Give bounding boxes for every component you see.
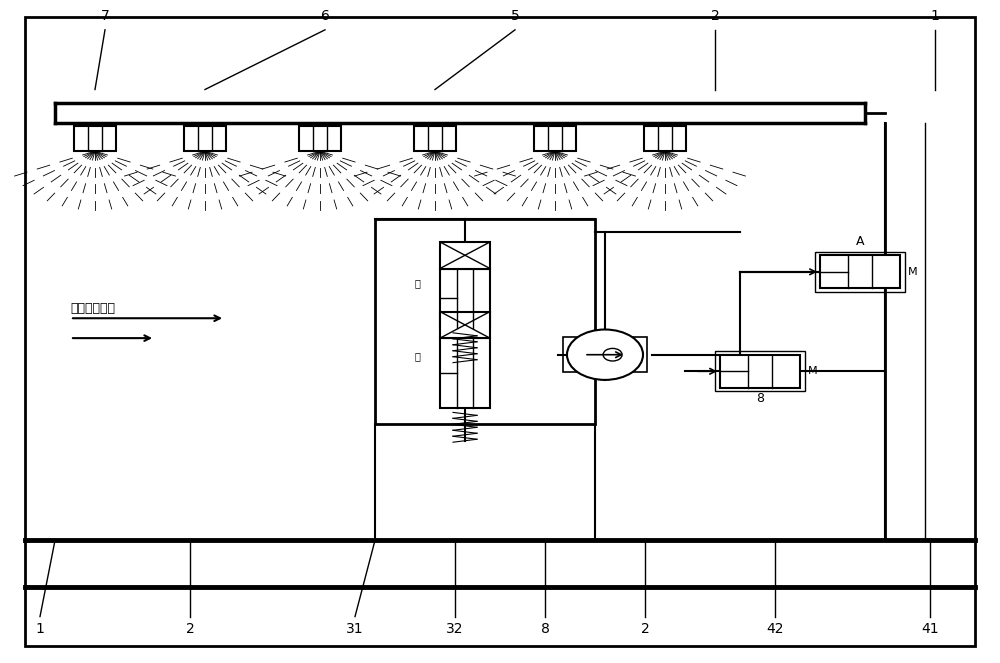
- Bar: [440, 242, 490, 269]
- Bar: [74, 126, 116, 151]
- Text: 进: 进: [414, 278, 420, 288]
- Bar: [644, 126, 686, 151]
- Text: M: M: [808, 366, 818, 377]
- Text: 7: 7: [101, 9, 109, 23]
- Circle shape: [567, 330, 643, 380]
- Text: A: A: [856, 235, 864, 249]
- Bar: [414, 126, 456, 151]
- Text: 2: 2: [711, 9, 719, 23]
- Bar: [299, 126, 341, 151]
- Bar: [563, 337, 647, 373]
- Text: 31: 31: [346, 623, 364, 636]
- Text: 6: 6: [321, 9, 329, 23]
- Text: 1: 1: [36, 623, 44, 636]
- Bar: [440, 338, 490, 408]
- Bar: [375, 219, 595, 424]
- Bar: [440, 312, 490, 338]
- Text: M: M: [908, 267, 918, 277]
- Bar: [184, 126, 226, 151]
- Text: 2: 2: [186, 623, 194, 636]
- Text: 出: 出: [414, 351, 420, 361]
- Text: 8: 8: [541, 623, 549, 636]
- Bar: [534, 126, 576, 151]
- Text: 41: 41: [921, 623, 939, 636]
- Bar: [720, 355, 800, 388]
- Bar: [715, 351, 805, 391]
- Text: 1: 1: [931, 9, 939, 23]
- Bar: [440, 269, 490, 328]
- Text: 2: 2: [641, 623, 649, 636]
- Text: 42: 42: [766, 623, 784, 636]
- Text: 8: 8: [756, 392, 764, 406]
- Text: 进出巧道方向: 进出巧道方向: [70, 302, 115, 315]
- Bar: [815, 252, 905, 292]
- Text: 32: 32: [446, 623, 464, 636]
- Bar: [820, 255, 900, 288]
- Text: 5: 5: [511, 9, 519, 23]
